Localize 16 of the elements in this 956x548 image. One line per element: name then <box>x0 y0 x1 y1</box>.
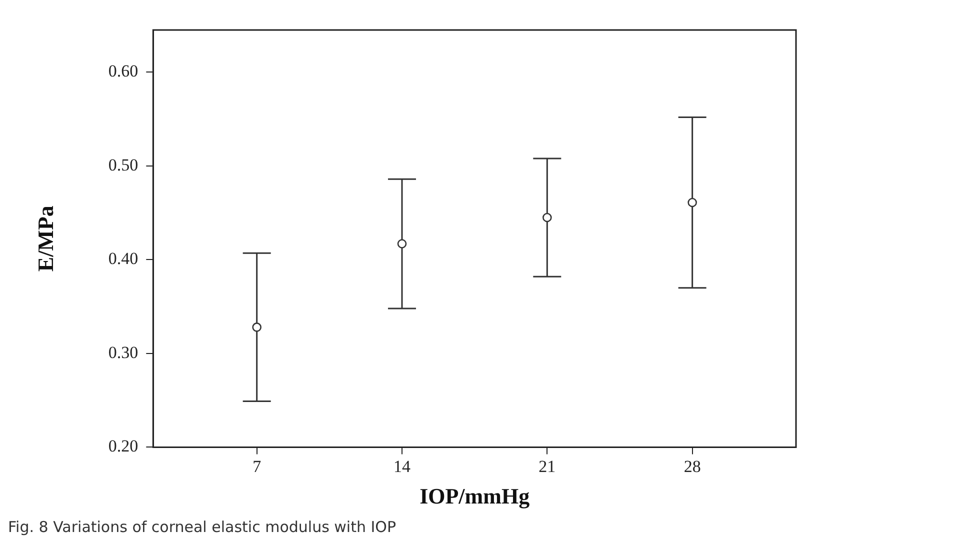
y-tick-label: 0.50 <box>108 155 138 174</box>
y-tick-label: 0.40 <box>108 249 138 268</box>
point <box>252 322 262 332</box>
x-tick-label: 21 <box>538 456 556 476</box>
y-tick-label: 0.60 <box>108 62 138 81</box>
y-axis-title: E/MPa <box>32 206 58 272</box>
point <box>688 198 697 208</box>
y-tick-label: 0.30 <box>108 342 138 362</box>
x-tick-label: 14 <box>393 456 411 476</box>
x-axis-title: IOP/mmHg <box>420 483 530 508</box>
y-tick-label: 0.20 <box>108 436 138 456</box>
point <box>397 239 407 248</box>
x-tick-label: 7 <box>252 456 262 476</box>
caption: Fig. 8 Variations of corneal elastic modulus with IOP <box>8 518 396 536</box>
point <box>542 212 552 222</box>
x-tick-label: 28 <box>684 456 701 476</box>
